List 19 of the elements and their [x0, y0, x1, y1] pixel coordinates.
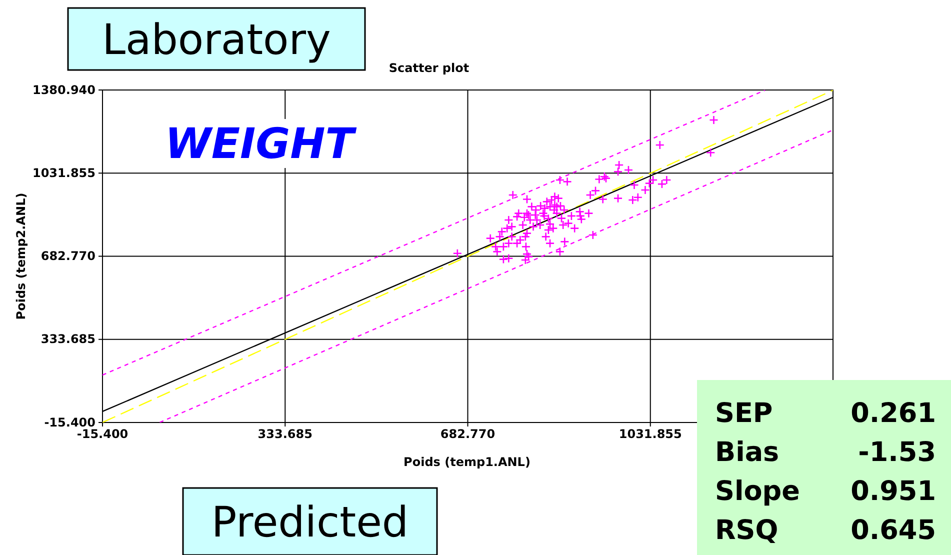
text: SEP 0.261: [715, 398, 936, 429]
text: Bias -1.53: [715, 437, 936, 468]
annotation: WEIGHT: [165, 119, 358, 168]
text: RSQ 0.645: [715, 515, 936, 546]
y-tick-label: 682.770: [40, 249, 96, 264]
x-tick-label: -15.400: [76, 427, 128, 442]
x-tick-label: 1031.855: [618, 427, 682, 442]
x-tick-label: 682.770: [440, 427, 496, 442]
text: Predicted: [211, 498, 409, 546]
text: Laboratory: [102, 15, 331, 64]
text: Slope 0.951: [715, 476, 936, 507]
x-axis-title: Poids (temp1.ANL): [404, 455, 530, 469]
y-axis-title: Poids (temp2.ANL): [14, 192, 28, 320]
y-tick-label: 333.685: [40, 332, 96, 346]
x-tick-label: 333.685: [258, 427, 312, 442]
y-tick-label: 1031.855: [32, 166, 96, 180]
y-tick-label: -15.400: [44, 415, 96, 430]
y-tick-label: 1380.940: [32, 82, 96, 97]
chart-title: Scatter plot: [388, 61, 470, 75]
